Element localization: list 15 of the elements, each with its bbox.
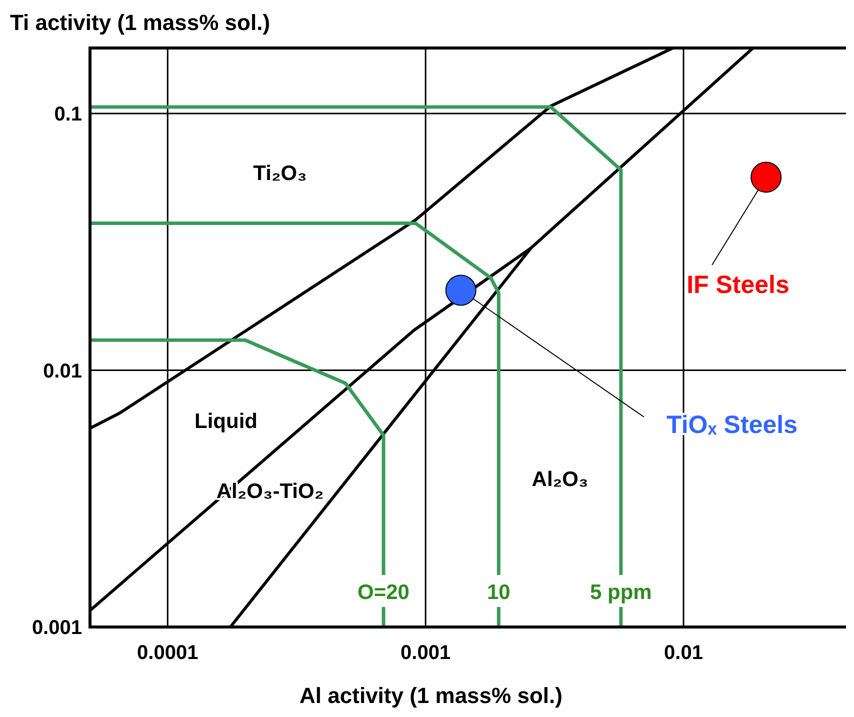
- annotation: IF Steels: [686, 271, 790, 299]
- annotation: Ti₂O₃: [253, 162, 307, 185]
- y-tick-label: 0.001: [32, 617, 82, 639]
- y-tick-label: 0.01: [43, 360, 82, 382]
- series-label: O=20: [358, 581, 410, 604]
- y-axis-title: Ti activity (1 mass% sol.): [10, 10, 270, 35]
- annotation: Liquid: [194, 410, 258, 433]
- annotation: Al₂O₃: [532, 468, 588, 491]
- series-label: 5 ppm: [590, 581, 652, 604]
- x-tick-label: 0.0001: [137, 642, 198, 664]
- x-tick-label: 0.001: [400, 642, 451, 664]
- x-tick-label: 0.01: [664, 642, 703, 664]
- y-tick-label: 0.1: [54, 104, 82, 126]
- x-axis-title: Al activity (1 mass% sol.): [300, 683, 562, 708]
- series-label: 10: [486, 581, 510, 604]
